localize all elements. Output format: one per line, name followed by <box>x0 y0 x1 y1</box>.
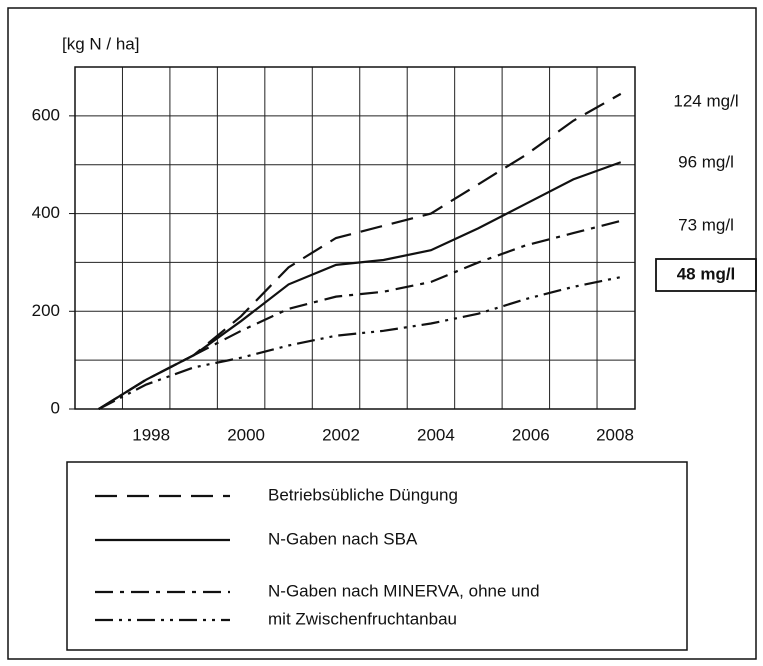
legend-box <box>66 461 688 651</box>
x-tick-label: 1998 <box>132 425 170 444</box>
legend-label: mit Zwischenfruchtanbau <box>268 609 457 628</box>
x-tick-label: 2004 <box>417 425 455 444</box>
x-tick-label: 2006 <box>512 425 550 444</box>
x-tick-label: 2008 <box>596 425 634 444</box>
plot-border <box>74 66 636 410</box>
legend-label: Betriebsübliche Düngung <box>268 485 458 504</box>
x-tick-label: 2002 <box>322 425 360 444</box>
series-line <box>98 219 622 410</box>
series-line <box>98 276 621 410</box>
annotation: 73 mg/l <box>678 215 734 234</box>
y-axis-label: [kg N / ha] <box>62 34 139 53</box>
legend-label: N-Gaben nach MINERVA, ohne und <box>268 581 540 600</box>
y-tick-label: 0 <box>51 398 60 417</box>
y-tick-label: 200 <box>32 301 60 320</box>
y-tick-label: 600 <box>32 105 60 124</box>
frame <box>7 7 757 660</box>
legend-label: N-Gaben nach SBA <box>268 529 418 548</box>
annotation: 48 mg/l <box>677 264 736 283</box>
annotation: 96 mg/l <box>678 152 734 171</box>
x-tick-label: 2000 <box>227 425 265 444</box>
annotation: 124 mg/l <box>673 91 738 110</box>
y-tick-label: 400 <box>32 203 60 222</box>
annotation-box <box>655 258 757 292</box>
